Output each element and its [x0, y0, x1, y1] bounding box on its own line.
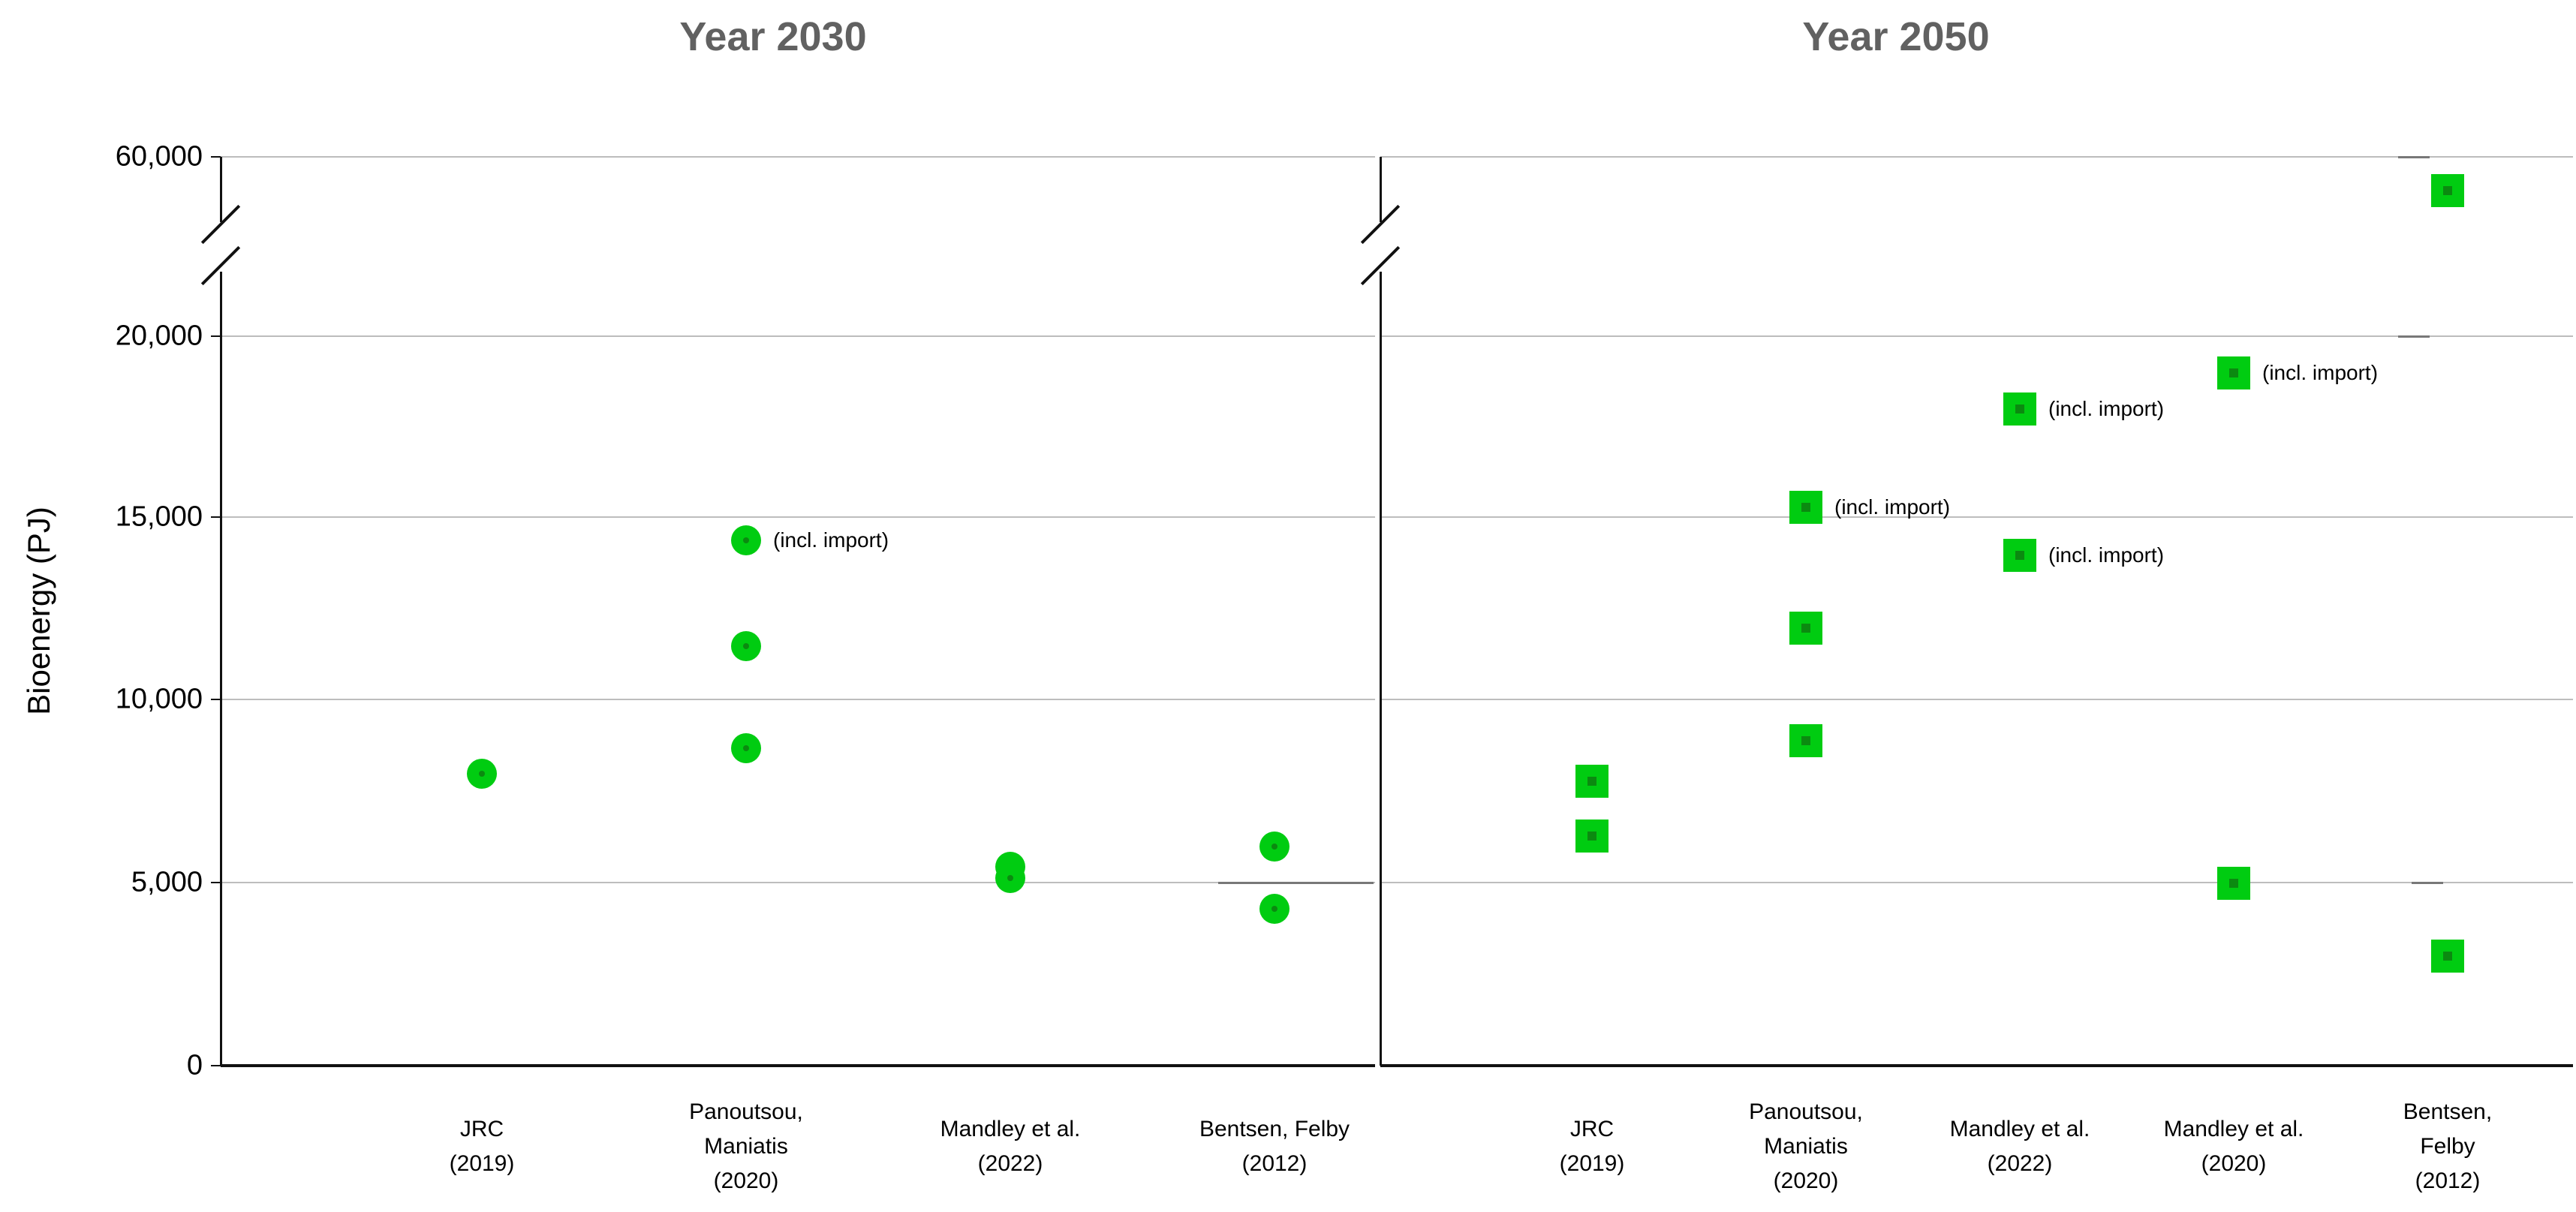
data-point-marker — [731, 733, 761, 764]
data-point-center-dot — [1801, 623, 1810, 633]
data-point-marker — [2431, 174, 2464, 207]
data-point-center-dot — [2443, 952, 2452, 961]
data-point-marker — [731, 525, 761, 556]
gridline-dark-segment — [2398, 156, 2430, 158]
data-point-marker — [995, 862, 1025, 893]
data-point-center-dot — [1801, 736, 1810, 746]
incl-import-annotation: (incl. import) — [2262, 360, 2379, 384]
data-point-marker — [1259, 894, 1290, 925]
data-point-center-dot — [2015, 405, 2024, 414]
data-point-center-dot — [1587, 776, 1596, 786]
data-point-center-dot — [2015, 550, 2024, 560]
gridline — [221, 335, 1375, 337]
gridline — [221, 516, 1375, 518]
data-point-center-dot — [1271, 906, 1277, 913]
data-point-marker — [731, 631, 761, 662]
data-point-marker — [2003, 538, 2036, 572]
x-category-label: Panoutsou, Maniatis (2020) — [689, 1099, 803, 1193]
y-tick-label: 15,000 — [115, 501, 203, 533]
gridline-dark-segment — [2412, 882, 2443, 884]
x-category-label: Bentsen, Felby (2012) — [2403, 1099, 2493, 1193]
x-category-label: Mandley et al. (2020) — [2163, 1117, 2304, 1176]
gridline-dark-segment — [2398, 335, 2430, 338]
data-point-center-dot — [2229, 879, 2238, 888]
data-point-center-dot — [2443, 186, 2452, 195]
x-axis-line — [1380, 1064, 2573, 1067]
incl-import-annotation: (incl. import) — [2048, 397, 2165, 421]
x-category-label: Panoutsou, Maniatis (2020) — [1749, 1099, 1863, 1193]
y-tick-label: 60,000 — [115, 140, 203, 173]
x-axis-line — [221, 1064, 1375, 1067]
panel-title-year-2030: Year 2030 — [679, 14, 867, 59]
y-tick-label: 10,000 — [115, 683, 203, 715]
data-point-marker — [1259, 832, 1290, 862]
data-point-marker — [2003, 392, 2036, 426]
y-tick-mark — [211, 1065, 221, 1066]
x-category-label: JRC (2019) — [449, 1117, 515, 1176]
y-axis-spine — [1380, 157, 1382, 222]
data-point-marker — [2217, 356, 2250, 389]
gridline — [1380, 156, 2573, 158]
y-tick-mark — [211, 882, 221, 883]
incl-import-annotation: (incl. import) — [773, 528, 889, 552]
y-tick-label: 0 — [186, 1049, 203, 1081]
y-tick-mark — [211, 516, 221, 518]
x-category-label: JRC (2019) — [1559, 1117, 1625, 1176]
data-point-center-dot — [2229, 368, 2238, 377]
gridline — [221, 699, 1375, 700]
data-point-center-dot — [1271, 844, 1277, 850]
y-axis-spine — [220, 157, 222, 222]
data-point-marker — [1575, 819, 1608, 853]
gridline — [221, 156, 1375, 158]
x-category-label: Mandley et al. (2022) — [940, 1117, 1081, 1176]
gridline — [1380, 516, 2573, 518]
data-point-marker — [1789, 611, 1822, 645]
gridline — [1380, 699, 2573, 700]
data-point-marker — [1789, 491, 1822, 525]
data-point-marker — [2217, 867, 2250, 900]
y-axis-spine — [1380, 272, 1382, 1066]
data-point-center-dot — [479, 771, 485, 777]
x-category-label: Bentsen, Felby (2012) — [1199, 1117, 1350, 1176]
data-point-marker — [467, 759, 497, 789]
y-tick-mark — [211, 699, 221, 700]
data-point-marker — [1575, 764, 1608, 798]
gridline — [1380, 882, 2573, 883]
y-tick-mark — [211, 335, 221, 337]
data-point-center-dot — [743, 745, 749, 752]
gridline — [1380, 335, 2573, 337]
y-axis-spine — [220, 272, 222, 1066]
data-point-marker — [2431, 940, 2464, 973]
data-point-center-dot — [1587, 831, 1596, 841]
incl-import-annotation: (incl. import) — [1834, 495, 1951, 519]
data-point-marker — [1789, 724, 1822, 758]
data-point-center-dot — [1801, 503, 1810, 513]
y-tick-label: 20,000 — [115, 320, 203, 352]
panel-title-year-2050: Year 2050 — [1802, 14, 1990, 59]
incl-import-annotation: (incl. import) — [2048, 543, 2165, 567]
x-category-label: Mandley et al. (2022) — [1949, 1117, 2090, 1176]
gridline-dark-segment — [1218, 882, 1374, 884]
y-tick-label: 5,000 — [131, 866, 203, 898]
data-point-center-dot — [743, 537, 749, 544]
gridline — [221, 882, 1375, 883]
data-point-center-dot — [743, 643, 749, 650]
y-tick-mark — [211, 156, 221, 158]
data-point-center-dot — [1007, 874, 1013, 881]
